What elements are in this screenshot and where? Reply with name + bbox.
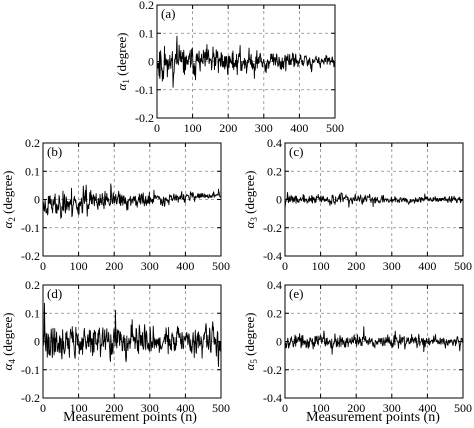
y-axis-label-symbol: α xyxy=(114,82,129,90)
panel-label: (a) xyxy=(161,6,175,21)
x-tick-label: 400 xyxy=(176,259,194,273)
y-tick-label: 0.1 xyxy=(139,26,154,40)
x-tick-label: 0 xyxy=(282,259,288,273)
y-tick-label: 0.2 xyxy=(25,136,40,150)
y-axis-label-subscript: 5 xyxy=(249,359,259,364)
y-axis-label: α5 (degree) xyxy=(242,313,259,371)
y-tick-label: 0 xyxy=(276,193,282,207)
y-tick-label: 0.4 xyxy=(267,136,282,150)
series-line-1 xyxy=(284,192,464,210)
y-axis-label-unit: (degree) xyxy=(114,33,129,80)
x-tick-label: 300 xyxy=(255,121,273,135)
y-tick-label: -0.4 xyxy=(263,391,282,405)
y-tick-label: -0.1 xyxy=(21,363,40,377)
x-tick-label: 100 xyxy=(70,259,88,273)
series-line-1 xyxy=(42,302,222,368)
y-axis-label-symbol: α xyxy=(0,362,15,370)
y-axis-label-subscript: 1 xyxy=(121,79,131,84)
series-line-1 xyxy=(42,183,222,219)
x-tick-label: 100 xyxy=(312,259,330,273)
y-axis-label-symbol: α xyxy=(242,220,257,228)
x-tick-label: 300 xyxy=(141,259,159,273)
x-tick-label: 500 xyxy=(212,401,230,415)
y-tick-label: 0.2 xyxy=(25,278,40,292)
x-tick-label: 400 xyxy=(418,259,436,273)
y-axis-label-unit: (degree) xyxy=(242,313,257,360)
panel-label: (d) xyxy=(47,286,62,301)
y-tick-label: -0.1 xyxy=(135,83,154,97)
y-axis-label-unit: (degree) xyxy=(242,171,257,218)
x-tick-label: 300 xyxy=(383,259,401,273)
y-tick-label: -0.2 xyxy=(21,249,40,263)
x-tick-label: 200 xyxy=(219,121,237,135)
series-line-1 xyxy=(284,326,464,355)
y-tick-label: 0 xyxy=(276,335,282,349)
x-tick-label: 100 xyxy=(70,401,88,415)
y-tick-label: -0.1 xyxy=(21,221,40,235)
y-axis-label-unit: (degree) xyxy=(0,313,15,360)
x-tick-label: 0 xyxy=(154,121,160,135)
panel-label: (b) xyxy=(47,144,62,159)
series-line-1 xyxy=(156,35,336,88)
y-tick-label: -0.2 xyxy=(21,391,40,405)
x-tick-label: 0 xyxy=(40,401,46,415)
x-tick-label: 400 xyxy=(176,401,194,415)
x-tick-label: 500 xyxy=(326,121,344,135)
panel-label: (c) xyxy=(289,144,303,159)
y-axis-label-symbol: α xyxy=(0,220,15,228)
y-axis-label-subscript: 2 xyxy=(7,217,17,222)
y-tick-label: 0.1 xyxy=(25,306,40,320)
x-tick-label: 200 xyxy=(105,401,123,415)
x-tick-label: 500 xyxy=(212,259,230,273)
y-tick-label: 0 xyxy=(34,193,40,207)
panel-e: 0 100 200 300 400 500 -0.4 -0.2 0 0.2 0.4 (e) α5 (de… xyxy=(242,278,472,415)
x-tick-label: 200 xyxy=(347,259,365,273)
y-axis-label-symbol: α xyxy=(242,362,257,370)
x-axis-label-right: Measurement points (n) xyxy=(306,410,440,425)
panel-label: (e) xyxy=(289,286,303,301)
x-tick-label: 500 xyxy=(454,401,472,415)
y-tick-label: -0.4 xyxy=(263,249,282,263)
panel-b: 0 100 200 300 400 500 -0.2 -0.1 0 0.1 0.2 (b) α2 (de… xyxy=(0,136,230,273)
x-tick-label: 200 xyxy=(105,259,123,273)
y-tick-label: 0.4 xyxy=(267,278,282,292)
y-tick-label: 0 xyxy=(148,55,154,69)
y-axis-label: α2 (degree) xyxy=(0,171,17,229)
x-tick-label: 0 xyxy=(282,401,288,415)
panel-d: 0 100 200 300 400 500 -0.2 -0.1 0 0.1 0.2 (d) α4 (de… xyxy=(0,278,230,415)
y-axis-label-unit: (degree) xyxy=(0,171,15,218)
y-tick-label: 0.2 xyxy=(139,0,154,12)
y-tick-label: -0.2 xyxy=(263,363,282,377)
y-axis-label-subscript: 4 xyxy=(7,359,17,364)
x-tick-label: 400 xyxy=(290,121,308,135)
x-tick-label: 400 xyxy=(418,401,436,415)
y-axis-label: α4 (degree) xyxy=(0,313,17,371)
y-tick-label: 0.2 xyxy=(267,164,282,178)
panels-group: 0 100 200 300 400 500-0.2-0.100.10.2(a)α1 (de… xyxy=(0,0,472,415)
y-axis-label-subscript: 3 xyxy=(249,217,259,222)
x-tick-label: 300 xyxy=(383,401,401,415)
x-axis-label-left: Measurement points (n) xyxy=(63,410,197,425)
y-axis-label: α3 (degree) xyxy=(242,171,259,229)
y-tick-label: -0.2 xyxy=(135,111,154,125)
y-tick-label: 0.2 xyxy=(267,306,282,320)
x-tick-label: 100 xyxy=(312,401,330,415)
y-tick-label: 0.1 xyxy=(25,164,40,178)
y-tick-label: 0 xyxy=(34,335,40,349)
panel-a: 0 100 200 300 400 500 -0.2 -0.1 0 0.1 0.2 (a) α1 (de… xyxy=(114,0,344,135)
x-tick-label: 200 xyxy=(347,401,365,415)
x-tick-label: 100 xyxy=(184,121,202,135)
x-tick-label: 300 xyxy=(141,401,159,415)
y-tick-label: -0.2 xyxy=(263,221,282,235)
x-tick-label: 0 xyxy=(40,259,46,273)
x-tick-label: 500 xyxy=(454,259,472,273)
y-axis-label: α1 (degree) xyxy=(114,33,131,91)
panel-c: 0 100 200 300 400 500 -0.4 -0.2 0 0.2 0.4 (c) α3 (de… xyxy=(242,136,472,273)
